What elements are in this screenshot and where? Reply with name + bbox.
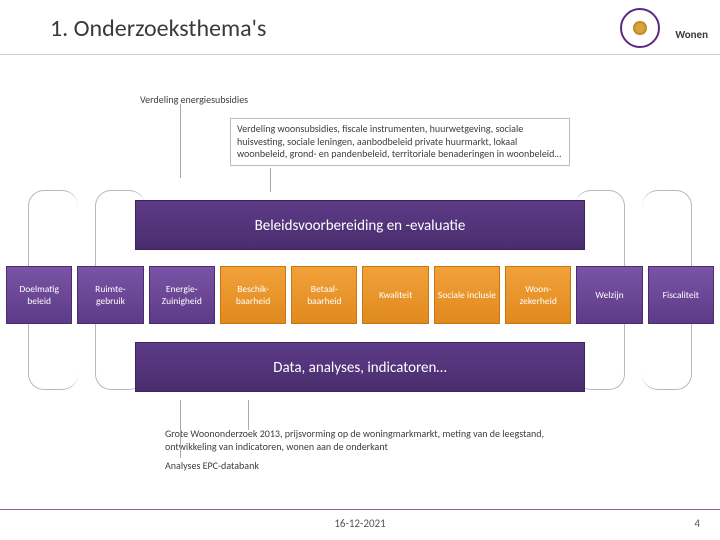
- connector-line: [180, 400, 181, 458]
- callout-energy: Verdeling energiesubsidies: [140, 94, 320, 107]
- tile-item: Doelmatig beleid: [6, 266, 72, 324]
- band-bottom: Data, analyses, indicatoren…: [135, 342, 585, 392]
- footer-date: 16-12-2021: [0, 517, 720, 530]
- footer-page-number: 4: [694, 517, 700, 530]
- footer-divider: [0, 509, 720, 510]
- connector-line: [248, 400, 249, 430]
- callout-epc: Analyses EPC-databank: [165, 460, 365, 473]
- tile-item: Fiscaliteit: [648, 266, 714, 324]
- logo-circle: [620, 8, 660, 48]
- tile-item: Energie-Zuinigheid: [149, 266, 215, 324]
- slide-title: 1. Onderzoeksthema's: [50, 14, 266, 43]
- tile-item: Beschik-baarheid: [220, 266, 286, 324]
- callout-groot: Grote Woononderzoek 2013, prijsvorming o…: [165, 428, 575, 453]
- tile-item: Kwaliteit: [362, 266, 428, 324]
- connector-line: [270, 168, 271, 192]
- tile-item: Ruimte-gebruik: [77, 266, 143, 324]
- tile-item: Welzijn: [576, 266, 642, 324]
- tile-item: Woon-zekerheid: [505, 266, 571, 324]
- brand-label: Wonen: [675, 28, 708, 41]
- band-top: Beleidsvoorbereiding en -evaluatie: [135, 200, 585, 250]
- title-divider: [0, 54, 720, 55]
- tiles-row: Doelmatig beleidRuimte-gebruikEnergie-Zu…: [6, 266, 714, 324]
- tile-item: Sociale inclusie: [434, 266, 500, 324]
- tile-item: Betaal-baarheid: [291, 266, 357, 324]
- logo-dot-icon: [633, 21, 647, 35]
- connector-line: [180, 104, 181, 178]
- callout-woon: Verdeling woonsubsidies, fiscale instrum…: [230, 118, 570, 166]
